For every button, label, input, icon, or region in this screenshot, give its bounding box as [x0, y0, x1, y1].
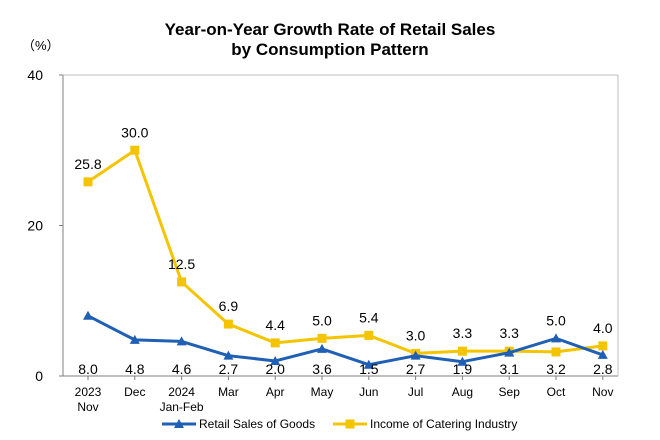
x-tick-label-line: Jan-Feb	[160, 400, 204, 414]
y-tick-label: 20	[27, 218, 43, 234]
axes	[59, 74, 619, 380]
data-point	[457, 356, 468, 366]
x-tick-label-line: Jun	[359, 385, 378, 399]
data-label: 6.9	[219, 298, 239, 314]
data-label: 3.1	[499, 361, 519, 377]
x-tick-label: Jun	[359, 385, 378, 399]
x-tick-label-line: Nov	[592, 385, 613, 399]
data-label: 4.6	[172, 361, 192, 377]
x-tick-label: Aug	[452, 385, 473, 399]
chart-title-line: Year-on-Year Growth Rate of Retail Sales	[165, 20, 496, 39]
y-tick-label: 0	[35, 368, 43, 384]
data-point	[551, 333, 561, 343]
x-tick-label-line: 2023	[75, 385, 102, 399]
x-tick-label-line: Aug	[452, 385, 473, 399]
data-label: 4.4	[265, 317, 285, 333]
series-line	[87, 148, 603, 355]
legend-marker	[345, 419, 355, 429]
data-label: 25.8	[74, 156, 101, 172]
data-point	[597, 349, 608, 359]
data-point	[270, 355, 281, 365]
data-point	[598, 341, 608, 351]
x-tick-label: 2024 Jan-Feb	[160, 385, 204, 414]
legend-label: Income of Catering Industry	[370, 417, 517, 431]
x-tick-label-line: Mar	[218, 385, 239, 399]
x-tick-label: Sep	[499, 385, 521, 399]
data-point	[176, 336, 187, 346]
data-label: 30.0	[121, 124, 148, 140]
data-label: 12.5	[168, 256, 195, 272]
chart-title-line: by Consumption Pattern	[231, 40, 428, 59]
data-point	[317, 333, 327, 343]
data-point	[270, 338, 280, 348]
chart-title: Year-on-Year Growth Rate of Retail Sales…	[165, 20, 496, 59]
x-tick-label: Nov	[592, 385, 613, 399]
legend-marker	[174, 419, 184, 428]
data-point	[363, 359, 374, 369]
x-tick-label: Dec	[124, 385, 145, 399]
y-axis-unit: （%）	[22, 38, 60, 53]
data-point	[177, 277, 187, 287]
data-point	[223, 350, 234, 360]
data-point	[223, 319, 233, 329]
x-tick-label: 2023 Nov	[75, 385, 102, 414]
x-tick-label-line: May	[311, 385, 334, 399]
x-tick-label-line: Nov	[77, 400, 98, 414]
data-point	[130, 145, 140, 155]
data-label: 3.3	[453, 325, 473, 341]
data-label: 3.3	[499, 325, 519, 341]
x-tick-label: May	[311, 385, 334, 399]
data-label: 4.8	[125, 361, 145, 377]
data-label: 4.0	[593, 320, 613, 336]
x-tick-label: Jul	[408, 385, 423, 399]
data-label: 2.7	[219, 361, 239, 377]
series-line	[87, 314, 604, 367]
legend-label: Retail Sales of Goods	[199, 417, 315, 431]
data-label: 2.8	[593, 361, 613, 377]
data-point	[83, 310, 93, 320]
data-label: 3.6	[312, 361, 332, 377]
data-label: 3.0	[406, 327, 426, 343]
x-tick-label-line: Oct	[547, 385, 566, 399]
data-point	[504, 347, 515, 357]
data-label: 8.0	[78, 361, 98, 377]
x-tick-label-line: Jul	[408, 385, 423, 399]
y-tick-labels: 0 20 40	[27, 67, 43, 384]
y-tick-label: 40	[27, 67, 43, 83]
x-tick-label: Mar	[218, 385, 239, 399]
data-label: 5.0	[546, 312, 566, 328]
data-point	[129, 334, 140, 344]
x-tick-label: Apr	[266, 385, 285, 399]
data-label: 2.7	[406, 361, 426, 377]
data-point	[551, 347, 561, 357]
legend: Retail Sales of Goods Income of Catering …	[162, 417, 517, 431]
data-point	[83, 177, 93, 187]
data-point	[410, 350, 421, 360]
x-tick-label: Oct	[547, 385, 566, 399]
data-labels: 25.8 8.0 30.0 4.8 12.5 4.6 6.9 2.7 4.4 2.0 5.0 3.6 5…	[74, 124, 612, 377]
x-tick-label-line: 2024	[168, 385, 195, 399]
data-label: 5.4	[359, 309, 379, 325]
data-label: 3.2	[546, 361, 566, 377]
data-label: 2.0	[265, 361, 285, 377]
x-tick-label-line: Apr	[266, 385, 285, 399]
data-point	[457, 346, 467, 356]
data-label: 5.0	[312, 312, 332, 328]
series-group	[83, 145, 608, 369]
data-label: 1.9	[453, 361, 473, 377]
data-point	[364, 330, 374, 340]
x-tick-label-line: Sep	[499, 385, 521, 399]
data-point	[317, 343, 327, 353]
x-tick-label-line: Dec	[124, 385, 145, 399]
data-label: 1.5	[359, 361, 379, 377]
